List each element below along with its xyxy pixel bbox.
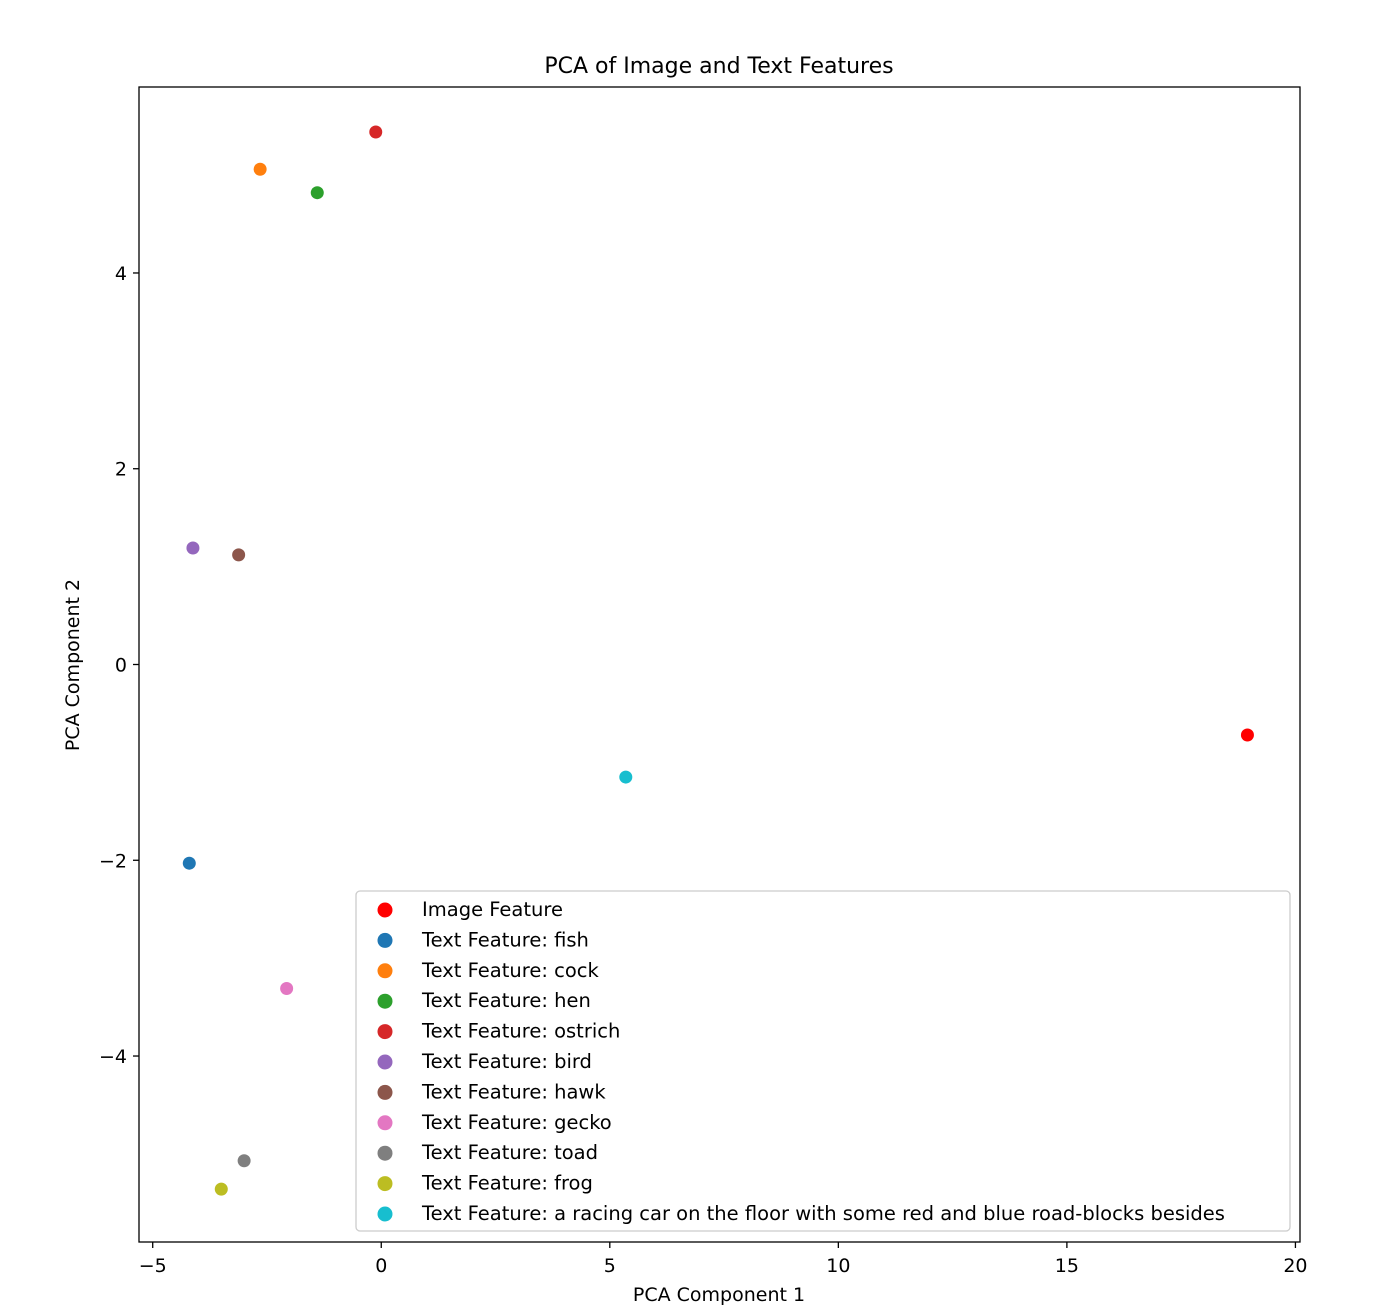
data-point xyxy=(619,770,633,784)
legend-marker xyxy=(377,1206,393,1222)
legend-label: Text Feature: a racing car on the floor … xyxy=(421,1202,1225,1225)
y-axis-ticks: −4 −2 0 2 4 xyxy=(99,263,139,1068)
data-point xyxy=(232,548,246,562)
y-axis-label: PCA Component 2 xyxy=(62,579,84,751)
x-tick-label: 10 xyxy=(826,1255,850,1277)
legend: Image Feature Text Feature: fish Text Feat… xyxy=(355,890,1291,1232)
y-tick-label: −2 xyxy=(99,850,127,872)
legend-label: Text Feature: gecko xyxy=(421,1111,612,1134)
legend-marker xyxy=(377,902,393,918)
legend-marker xyxy=(377,1024,393,1040)
x-tick-label: 0 xyxy=(375,1255,387,1277)
x-axis-label: PCA Component 1 xyxy=(633,1284,805,1306)
legend-label: Text Feature: bird xyxy=(421,1050,592,1073)
x-tick-label: 15 xyxy=(1055,1255,1079,1277)
legend-marker xyxy=(377,1176,393,1192)
data-point xyxy=(280,981,294,995)
x-tick-label: −5 xyxy=(139,1255,167,1277)
data-point xyxy=(214,1182,228,1196)
legend-marker xyxy=(377,1084,393,1100)
legend-label: Text Feature: hen xyxy=(421,989,591,1012)
legend-marker xyxy=(377,993,393,1009)
data-points xyxy=(182,125,1254,1196)
legend-marker xyxy=(377,1115,393,1131)
x-tick-label: 5 xyxy=(604,1255,616,1277)
legend-label: Image Feature xyxy=(422,898,563,921)
x-axis-ticks: −5 0 5 10 15 20 xyxy=(139,1242,1308,1277)
legend-label: Text Feature: hawk xyxy=(421,1080,606,1103)
data-point xyxy=(253,162,267,176)
legend-label: Text Feature: ostrich xyxy=(421,1020,620,1043)
x-tick-label: 20 xyxy=(1283,1255,1307,1277)
data-point xyxy=(182,856,196,870)
legend-marker xyxy=(377,1145,393,1161)
legend-marker xyxy=(377,1054,393,1070)
chart-title: PCA of Image and Text Features xyxy=(544,54,893,79)
legend-label: Text Feature: toad xyxy=(421,1141,598,1164)
data-point xyxy=(1240,728,1254,742)
y-tick-label: −4 xyxy=(99,1046,127,1068)
data-point xyxy=(369,125,383,139)
legend-label: Text Feature: fish xyxy=(421,928,589,951)
y-tick-label: 0 xyxy=(115,655,127,677)
data-point xyxy=(186,541,200,555)
legend-marker xyxy=(377,963,393,979)
legend-box xyxy=(355,890,1291,1232)
data-point xyxy=(237,1154,251,1168)
legend-label: Text Feature: cock xyxy=(421,959,599,982)
y-tick-label: 4 xyxy=(115,263,127,285)
y-tick-label: 2 xyxy=(115,459,127,481)
legend-marker xyxy=(377,932,393,948)
legend-label: Text Feature: frog xyxy=(421,1172,593,1195)
data-point xyxy=(310,186,324,200)
